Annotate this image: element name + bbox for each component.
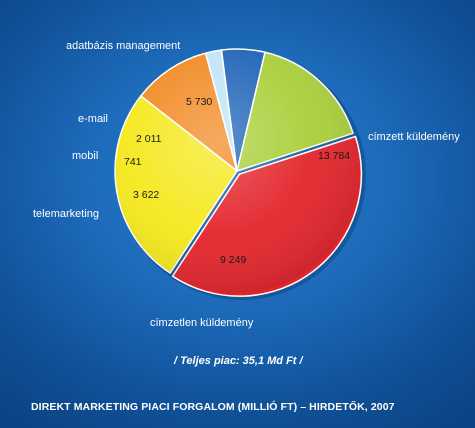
- label-telemarketing: telemarketing: [33, 208, 100, 220]
- value-adatbazis: 5 730: [186, 96, 213, 108]
- value-cimzett: 13 784: [318, 150, 351, 162]
- label-cimzett: címzett küldemény: [368, 131, 460, 143]
- value-email: 2 011: [136, 133, 162, 145]
- value-mobil: 741: [124, 156, 142, 168]
- label-mobil: mobil: [72, 150, 99, 162]
- label-cimzetlen: címzetlen küldemény: [150, 317, 254, 329]
- label-email: e-mail: [78, 113, 108, 125]
- value-telemarketing: 3 622: [133, 189, 160, 201]
- value-cimzetlen: 9 249: [220, 254, 247, 266]
- label-adatbazis: adatbázis management: [66, 40, 181, 52]
- chart-title: DIREKT MARKETING PIACI FORGALOM (MILLIÓ …: [31, 401, 395, 413]
- chart-subtitle: / Teljes piac: 35,1 Md Ft /: [174, 355, 303, 367]
